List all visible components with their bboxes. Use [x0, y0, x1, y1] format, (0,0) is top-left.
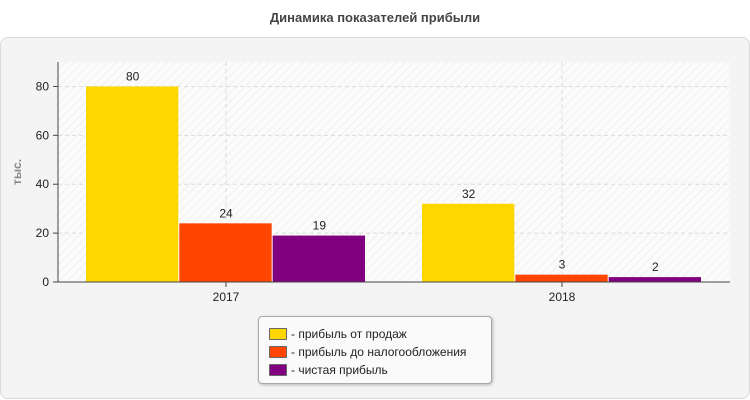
- legend-label-net: чистая прибыль: [298, 362, 388, 377]
- y-tick-label: 40: [36, 177, 50, 191]
- chart-title: Динамика показателей прибыли: [269, 10, 481, 25]
- legend-swatch-pretax: [269, 345, 287, 358]
- legend: - прибыль от продаж - прибыль до налогоо…: [258, 316, 492, 384]
- legend-item-sales: - прибыль от продаж: [269, 326, 407, 341]
- data-label: 3: [559, 258, 566, 272]
- bar: [422, 203, 515, 282]
- axes: [53, 62, 730, 287]
- legend-item-pretax: - прибыль до налогообложения: [269, 344, 467, 359]
- legend-label-pretax: прибыль до налогообложения: [298, 344, 467, 359]
- bars: [86, 86, 701, 282]
- y-tick-label: 60: [36, 128, 50, 142]
- y-tick-label: 0: [42, 275, 49, 289]
- bar: [272, 235, 365, 282]
- data-label: 2: [652, 260, 659, 274]
- y-tick-label: 80: [36, 79, 50, 93]
- y-axis-label: тыс.: [10, 159, 24, 185]
- data-label: 80: [126, 69, 140, 83]
- data-label: 32: [462, 187, 476, 201]
- legend-item-net: - чистая прибыль: [269, 362, 388, 377]
- legend-prefix: -: [291, 362, 299, 377]
- bar: [515, 274, 608, 282]
- data-label: 19: [313, 219, 327, 233]
- legend-prefix: -: [291, 326, 299, 341]
- legend-label-sales: прибыль от продаж: [298, 326, 407, 341]
- x-tick-label: 2018: [549, 290, 576, 304]
- legend-swatch-sales: [269, 327, 287, 340]
- data-label: 24: [219, 206, 233, 220]
- bar: [179, 223, 272, 282]
- bar: [86, 86, 179, 282]
- x-tick-label: 2017: [213, 290, 240, 304]
- bar: [608, 277, 701, 282]
- y-tick-label: 20: [36, 226, 50, 240]
- legend-prefix: -: [291, 344, 299, 359]
- legend-swatch-net: [269, 363, 287, 376]
